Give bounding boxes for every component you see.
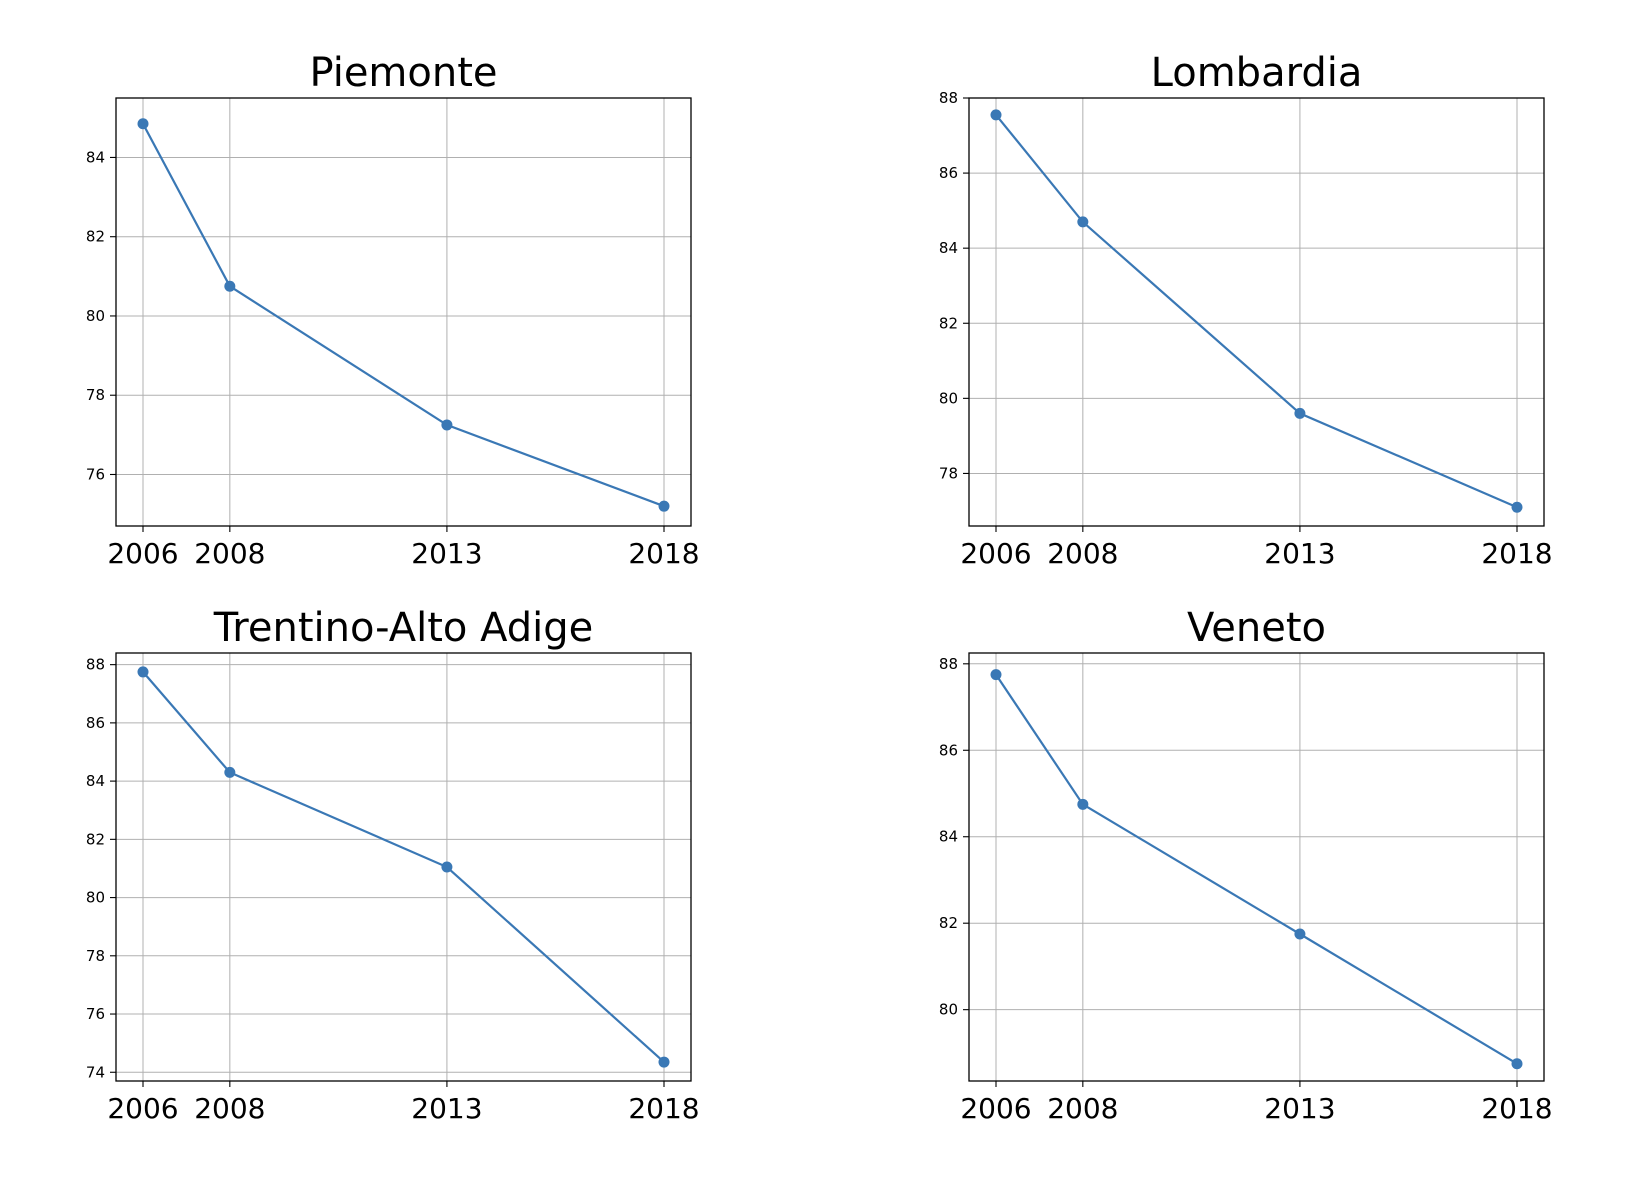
subplot-title: Trentino-Alto Adige (213, 605, 594, 651)
x-tick-label: 2018 (1481, 1092, 1552, 1125)
data-point-2018 (658, 500, 670, 512)
data-point-2018 (1511, 501, 1523, 513)
subplot-title: Veneto (1187, 605, 1326, 651)
y-tick-label: 84 (939, 239, 958, 257)
y-tick-label: 80 (939, 1001, 958, 1019)
y-tick-label: 82 (86, 228, 105, 246)
x-tick-label: 2008 (194, 537, 265, 570)
data-point-2013 (1294, 407, 1306, 419)
y-tick-label: 88 (939, 655, 958, 673)
subplot-veneto: 2006 2008 2013 2018 80 82 84 86 88 Veneto (939, 605, 1553, 1125)
axes-frame (968, 652, 1545, 1082)
subplot-trentino-alto-adige: 2006 2008 2013 2018 74 76 78 80 82 84 86 88 Trentino… (86, 605, 700, 1125)
series-line (995, 673, 1518, 1065)
y-tick-label: 82 (86, 830, 105, 848)
data-point-2018 (1511, 1058, 1523, 1070)
y-tick-label: 78 (939, 464, 958, 482)
axes-frame (115, 97, 692, 527)
y-tick-label: 74 (86, 1063, 105, 1081)
data-point-2018 (658, 1056, 670, 1068)
x-tick-label: 2018 (628, 1092, 699, 1125)
data-point-2006 (990, 109, 1002, 121)
data-point-2013 (441, 419, 453, 431)
x-tick-label: 2006 (960, 537, 1031, 570)
y-tick-label: 84 (939, 828, 958, 846)
data-point-2013 (441, 861, 453, 873)
data-point-2013 (1294, 928, 1306, 940)
data-point-2008 (224, 766, 236, 778)
data-point-2008 (1077, 216, 1089, 228)
series-line (142, 671, 665, 1063)
subplot-lombardia: 2006 2008 2013 2018 78 80 82 84 86 88 Lombardia (939, 50, 1553, 570)
y-tick-label: 80 (86, 307, 105, 325)
y-tick-label: 86 (86, 714, 105, 732)
y-tick-label: 86 (939, 741, 958, 759)
series-line (142, 123, 665, 508)
x-tick-label: 2006 (960, 1092, 1031, 1125)
data-point-2006 (990, 669, 1002, 681)
x-tick-label: 2008 (194, 1092, 265, 1125)
y-tick-label: 88 (86, 656, 105, 674)
y-tick-label: 82 (939, 314, 958, 332)
x-tick-label: 2008 (1047, 537, 1118, 570)
data-point-2006 (137, 666, 149, 678)
x-tick-label: 2013 (1264, 537, 1335, 570)
data-point-2008 (224, 280, 236, 292)
x-tick-label: 2008 (1047, 1092, 1118, 1125)
subplot-title: Lombardia (1151, 50, 1363, 96)
x-tick-label: 2013 (1264, 1092, 1335, 1125)
x-tick-label: 2006 (107, 1092, 178, 1125)
x-tick-label: 2013 (411, 537, 482, 570)
y-tick-label: 88 (939, 89, 958, 107)
subplot-piemonte: 2006 2008 2013 2018 76 78 80 82 84 Piemonte (86, 50, 700, 570)
y-tick-label: 84 (86, 772, 105, 790)
data-point-2006 (137, 118, 149, 130)
y-tick-label: 78 (86, 947, 105, 965)
y-tick-label: 80 (939, 389, 958, 407)
y-tick-label: 78 (86, 386, 105, 404)
x-tick-label: 2018 (1481, 537, 1552, 570)
y-tick-label: 82 (939, 914, 958, 932)
x-tick-label: 2006 (107, 537, 178, 570)
y-tick-label: 76 (86, 465, 105, 483)
axes-frame (968, 97, 1545, 527)
subplot-title: Piemonte (309, 50, 497, 96)
y-tick-label: 86 (939, 164, 958, 182)
y-tick-label: 80 (86, 889, 105, 907)
y-tick-label: 84 (86, 148, 105, 166)
axes-frame (115, 652, 692, 1082)
y-tick-label: 76 (86, 1005, 105, 1023)
x-tick-label: 2013 (411, 1092, 482, 1125)
data-point-2008 (1077, 798, 1089, 810)
x-tick-label: 2018 (628, 537, 699, 570)
series-line (995, 114, 1518, 509)
